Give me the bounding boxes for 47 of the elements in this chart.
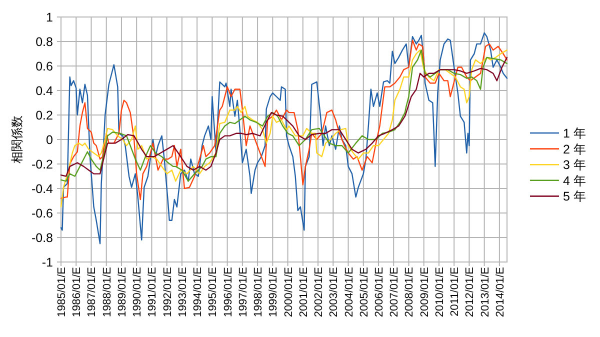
legend-label: 1 年 bbox=[563, 126, 586, 140]
y-tick-label: -1 bbox=[42, 256, 54, 270]
x-tick-label: 1989/01/E bbox=[116, 267, 128, 318]
y-tick-label: 0.2 bbox=[36, 108, 54, 122]
x-tick-label: 1990/01/E bbox=[132, 267, 144, 318]
x-tick-label: 2010/01/E bbox=[434, 267, 446, 318]
x-tick-label: 2005/01/E bbox=[358, 267, 370, 318]
x-tick-label: 2000/01/E bbox=[282, 267, 295, 318]
x-tick-label: 2003/01/E bbox=[328, 267, 340, 318]
y-tick-label: 1 bbox=[46, 10, 54, 24]
x-tick-label: 2004/01/E bbox=[343, 267, 356, 318]
y-tick-label: -0.8 bbox=[31, 231, 54, 245]
y-tick-label: -0.2 bbox=[31, 158, 54, 172]
x-tick-label: 1991/01/E bbox=[146, 267, 159, 318]
x-tick-label: 1994/01/E bbox=[192, 267, 204, 318]
x-tick-label: 1998/01/E bbox=[252, 267, 265, 318]
y-tick-label: 0.8 bbox=[36, 35, 54, 49]
x-tick-label: 2009/01/E bbox=[418, 267, 431, 318]
x-tick-label: 2011/01/E bbox=[449, 267, 462, 316]
y-tick-label: -0.6 bbox=[31, 206, 54, 220]
y-tick-label: 0.4 bbox=[36, 84, 54, 98]
x-tick-label: 2012/01/E bbox=[464, 267, 476, 318]
x-tick-label: 2013/01/E bbox=[479, 267, 492, 318]
x-tick-label: 2002/01/E bbox=[313, 267, 326, 318]
x-tick-label: 1997/01/E bbox=[237, 267, 250, 318]
legend-label: 3 年 bbox=[563, 158, 586, 172]
legend-label: 2 年 bbox=[563, 142, 586, 156]
x-tick-label: 1995/01/E bbox=[207, 267, 220, 318]
x-tick-label: 1993/01/E bbox=[176, 267, 189, 318]
x-tick-label: 2001/01/E bbox=[298, 267, 310, 318]
x-tick-label: 1999/01/E bbox=[268, 267, 280, 318]
y-tick-label: 0 bbox=[46, 133, 54, 147]
x-tick-label: 2014/01/E bbox=[494, 267, 506, 318]
legend-label: 5 年 bbox=[563, 190, 586, 204]
y-tick-label: 0.6 bbox=[36, 60, 54, 74]
x-tick-label: 2007/01/E bbox=[388, 267, 401, 318]
x-tick-label: 1985/01/E bbox=[56, 267, 68, 318]
x-tick-label: 2008/01/E bbox=[404, 267, 416, 318]
y-axis-title: 相関係数 bbox=[10, 116, 24, 164]
legend-label: 4 年 bbox=[563, 174, 586, 188]
y-tick-label: -0.4 bbox=[31, 182, 54, 196]
x-tick-label: 1988/01/E bbox=[101, 267, 114, 318]
x-tick-label: 1987/01/E bbox=[86, 267, 98, 318]
x-tick-label: 2006/01/E bbox=[373, 267, 386, 318]
x-tick-label: 1992/01/E bbox=[162, 267, 174, 318]
x-tick-label: 1986/01/E bbox=[71, 267, 84, 318]
x-tick-label: 1996/01/E bbox=[222, 267, 234, 318]
